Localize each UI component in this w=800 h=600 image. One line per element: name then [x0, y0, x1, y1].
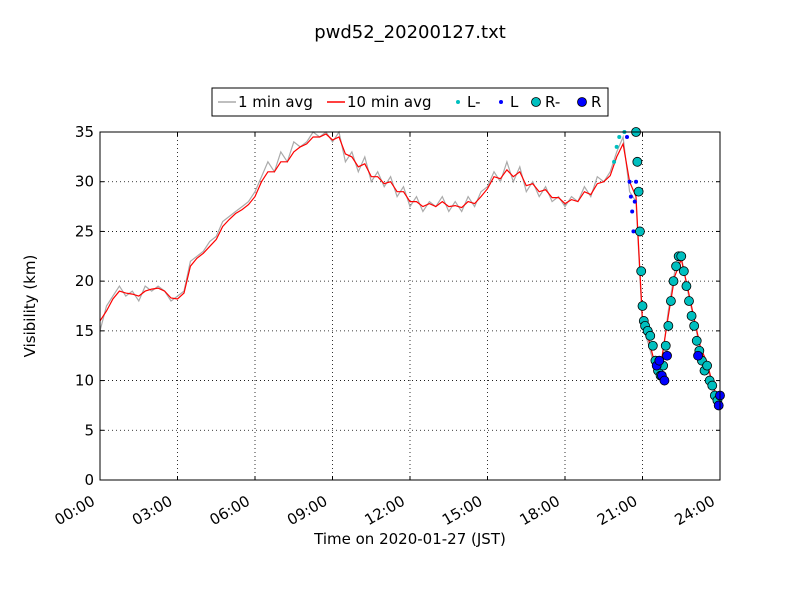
- legend-entry: R-: [531, 93, 560, 111]
- legend-label: L-: [467, 93, 481, 111]
- data-point: [617, 134, 622, 139]
- y-tick-label: 20: [75, 272, 94, 290]
- legend-label: R: [591, 93, 601, 111]
- data-point: [654, 355, 665, 366]
- data-point: [625, 134, 629, 139]
- y-axis-label: Visibility (km): [21, 255, 39, 358]
- data-point: [693, 350, 703, 361]
- legend-label: 10 min avg: [347, 93, 432, 111]
- data-point: [635, 226, 645, 237]
- data-point: [660, 340, 671, 351]
- data-point: [627, 179, 632, 184]
- chart-title: pwd52_20200127.txt: [314, 22, 506, 43]
- series-3: [625, 134, 639, 234]
- data-point: [702, 360, 712, 371]
- data-point: [686, 311, 697, 321]
- legend-circle-swatch: [577, 97, 587, 107]
- legend-label: 1 min avg: [238, 93, 313, 111]
- legend-circle-swatch: [531, 97, 541, 107]
- data-point: [632, 156, 643, 167]
- data-point: [614, 144, 619, 149]
- legend-dot-swatch: [499, 100, 503, 104]
- data-point: [628, 194, 633, 199]
- y-tick-label: 25: [75, 222, 94, 240]
- data-point: [636, 266, 647, 277]
- y-tick-label: 10: [75, 372, 94, 390]
- data-point: [707, 380, 718, 391]
- data-point: [659, 375, 670, 386]
- data-point: [631, 229, 636, 234]
- legend-entry: L-: [456, 93, 481, 111]
- y-tick-label: 30: [75, 173, 94, 191]
- data-point: [612, 159, 617, 164]
- data-point: [668, 276, 679, 287]
- y-tick-label: 5: [84, 421, 94, 439]
- data-point: [678, 266, 689, 277]
- legend-entry: 10 min avg: [327, 93, 432, 111]
- legend-label: R-: [545, 93, 560, 111]
- y-tick-label: 35: [75, 123, 94, 141]
- legend-box: [211, 87, 609, 117]
- data-point: [662, 350, 672, 361]
- data-point: [666, 296, 676, 306]
- data-point: [632, 199, 637, 204]
- data-point: [630, 209, 635, 214]
- series-line: [99, 133, 721, 403]
- legend-entry: L: [499, 93, 519, 111]
- y-tick-label: 0: [84, 471, 94, 489]
- data-point: [681, 281, 692, 292]
- series-2: [612, 130, 627, 164]
- data-point: [637, 301, 648, 311]
- data-point: [691, 335, 702, 346]
- data-point: [645, 330, 656, 341]
- series-1: [99, 133, 721, 403]
- legend-entry: R: [577, 93, 601, 111]
- data-point: [713, 400, 724, 411]
- data-point: [633, 186, 644, 197]
- data-point: [684, 296, 694, 306]
- legend-dot-swatch: [456, 100, 460, 104]
- legend-entry: 1 min avg: [218, 93, 313, 111]
- data-point: [647, 340, 658, 351]
- legend: 1 min avg 10 min avg L- L R- R: [211, 87, 609, 117]
- data-point: [663, 320, 674, 331]
- series-line: [99, 130, 721, 406]
- series-4: [631, 127, 723, 406]
- data-point: [676, 251, 687, 262]
- series-0: [99, 130, 721, 406]
- data-point: [634, 179, 639, 184]
- grid: [100, 132, 720, 480]
- y-tick-label: 15: [75, 322, 94, 340]
- data-point: [671, 261, 681, 272]
- legend-label: L: [510, 93, 519, 111]
- data-point: [689, 320, 700, 331]
- x-axis-label: Time on 2020-01-27 (JST): [313, 530, 506, 548]
- series-layer: [99, 127, 725, 411]
